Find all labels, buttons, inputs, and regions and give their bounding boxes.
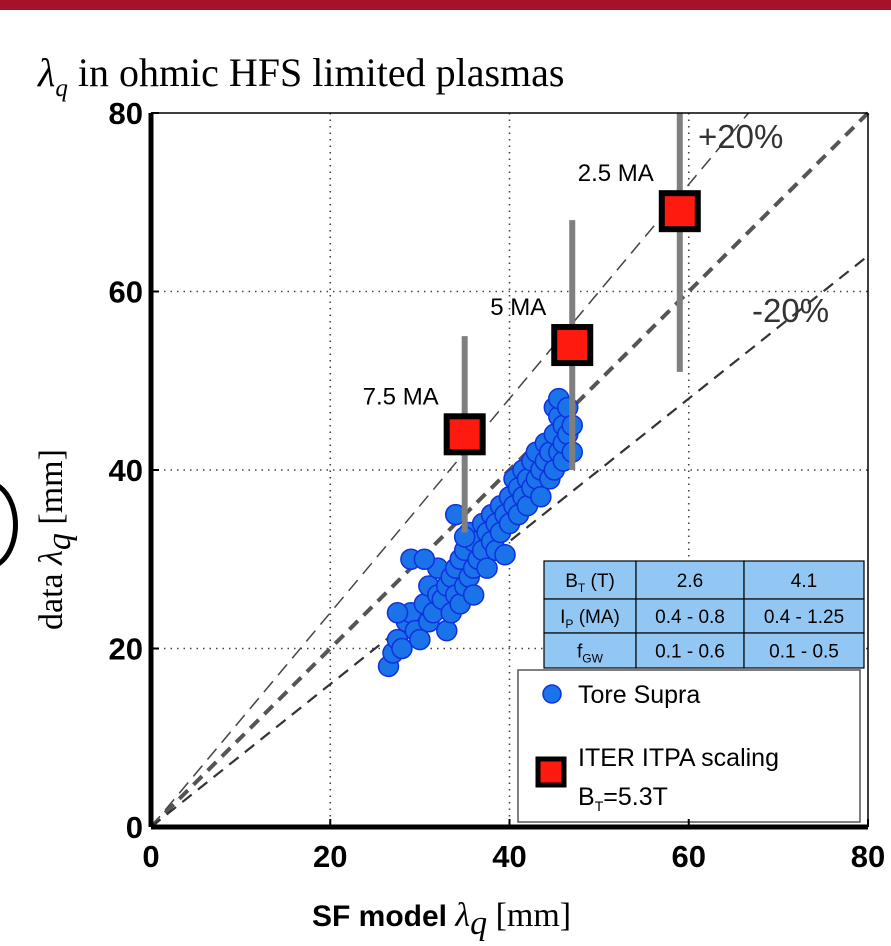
tore-supra-point <box>494 544 516 566</box>
x-tick-label: 80 <box>851 839 885 874</box>
reference-line <box>150 112 750 828</box>
tore-supra-point <box>476 557 498 579</box>
legend: Tore Supra ITER ITPA scaling BT=5.3T <box>517 669 861 823</box>
reference-line-label: +20% <box>698 118 783 155</box>
axes: 0 20 40 60 80 0 20 40 60 80 <box>109 96 886 874</box>
table-cell <box>635 632 745 669</box>
tore-supra-point <box>530 486 552 508</box>
legend-marker-tore-supra <box>542 684 562 704</box>
tore-supra-point <box>409 628 431 651</box>
table-cell <box>543 598 637 634</box>
table-cell-value: 0.1 - 0.6 <box>655 642 725 663</box>
x-tick-label: 60 <box>672 839 706 874</box>
y-tick-label: 80 <box>109 96 143 131</box>
iter-point <box>658 190 701 233</box>
iter-points: 7.5 MA 5 MA 2.5 MA <box>363 113 701 533</box>
table-cell <box>635 560 745 600</box>
table-row-label: IP (MA) <box>560 607 620 631</box>
legend-label-iter: ITER ITPA scaling <box>578 744 779 772</box>
top-accent-bar <box>0 0 891 10</box>
table-cell <box>743 632 865 669</box>
tore-supra-point <box>386 602 409 624</box>
legend-label-tore-supra: Tore Supra <box>578 681 700 709</box>
iter-point-label: 5 MA <box>490 294 546 321</box>
iter-point <box>551 324 594 367</box>
table-cell <box>743 560 865 600</box>
x-axis-label: SF model λq [mm] <box>312 897 571 942</box>
x-tick-label: 0 <box>142 839 159 874</box>
legend-box <box>517 669 861 823</box>
y-tick-label: 20 <box>109 632 143 667</box>
tore-supra-point <box>436 619 458 642</box>
reference-line-label: -20% <box>752 292 829 329</box>
tore-supra-point <box>462 584 485 606</box>
x-tick-label: 40 <box>492 839 526 874</box>
iter-point <box>443 413 486 456</box>
table-row-label: BT (T) <box>565 571 615 595</box>
x-tick-label: 20 <box>313 839 347 874</box>
y-tick-label: 40 <box>109 453 143 488</box>
tore-supra-point <box>391 637 413 660</box>
table-cell-value: 0.4 - 1.25 <box>764 607 844 628</box>
chart-title: λq in ohmic HFS limited plasmas <box>37 50 565 102</box>
legend-label-iter-bt: BT=5.3T <box>578 783 668 814</box>
tore-supra-point <box>413 548 436 570</box>
table-cell <box>543 560 637 600</box>
table-row-label: fGW <box>577 642 604 666</box>
reference-line <box>150 254 869 828</box>
y-axis-label: data λq [mm] <box>33 449 78 630</box>
table-cell-value: 0.1 - 0.5 <box>769 642 839 663</box>
parameter-table: BT (T) 2.6 4.1 IP (MA) 0.4 - 0.8 0.4 - 1.25 fG… <box>543 560 865 669</box>
y-tick-label: 60 <box>109 275 143 310</box>
table-cell-value: 4.1 <box>791 571 817 592</box>
table-cell-value: 2.6 <box>677 571 703 592</box>
iter-point-label: 7.5 MA <box>363 383 439 410</box>
legend-marker-iter <box>535 756 567 788</box>
y-tick-label: 0 <box>126 810 143 845</box>
iter-point-label: 2.5 MA <box>578 160 654 187</box>
table-cell-value: 0.4 - 0.8 <box>655 607 725 628</box>
tore-supra-points <box>377 387 583 678</box>
